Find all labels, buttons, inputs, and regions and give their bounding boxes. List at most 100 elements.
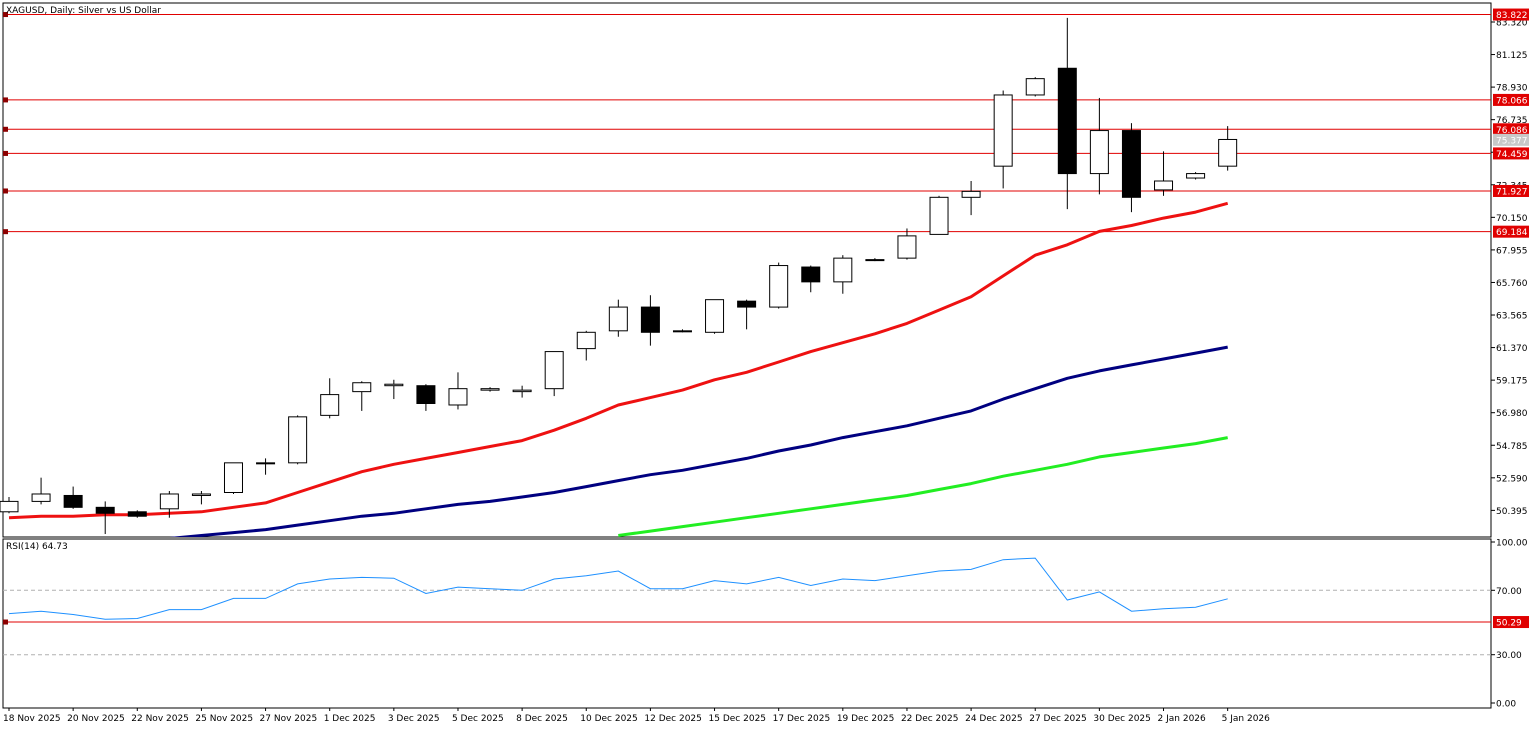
price-tick-label: 59.175 xyxy=(1496,377,1528,387)
price-levels xyxy=(3,12,1491,235)
candle-body-up xyxy=(1025,78,1045,96)
candle-body-up xyxy=(865,259,885,262)
level-handle xyxy=(3,229,8,235)
moving-average-line xyxy=(618,436,1228,537)
candle-body-down xyxy=(63,494,83,508)
current-price-label: 75.377 xyxy=(1496,136,1528,146)
level-tag-label: 69.184 xyxy=(1496,228,1528,238)
rsi-plot-frame xyxy=(2,538,1492,709)
candle-body-up xyxy=(159,493,179,510)
candle-body-up xyxy=(256,462,276,465)
moving-average-line xyxy=(169,345,1228,537)
rsi-tick-label: 30.00 xyxy=(1496,651,1522,661)
candle-body-up xyxy=(288,416,308,464)
candle-body-down xyxy=(801,266,821,283)
time-tick-label: 12 Dec 2025 xyxy=(644,714,702,724)
time-tick-label: 24 Dec 2025 xyxy=(965,714,1023,724)
time-tick-label: 18 Nov 2025 xyxy=(3,714,61,724)
level-tag-label: 71.927 xyxy=(1496,187,1528,197)
candle-body-up xyxy=(608,306,628,332)
price-tick-label: 76.735 xyxy=(1496,116,1528,126)
moving-averages xyxy=(8,201,1229,537)
candle-body-down xyxy=(416,385,436,405)
candle-body-up xyxy=(672,330,692,333)
time-tick-label: 30 Dec 2025 xyxy=(1093,714,1151,724)
candle-body-up xyxy=(512,389,532,393)
candle-body-up xyxy=(223,462,243,494)
rsi-tick-label: 70.00 xyxy=(1496,587,1522,597)
time-tick-label: 10 Dec 2025 xyxy=(580,714,638,724)
candle-body-up xyxy=(576,331,596,350)
candle-body-up xyxy=(993,94,1013,167)
price-tick-label: 56.980 xyxy=(1496,409,1528,419)
rsi-axis: 100.00 70.00 30.00 0.00 xyxy=(1491,539,1528,710)
price-tick-label: 83.320 xyxy=(1496,18,1528,28)
level-tag-bg xyxy=(1493,147,1529,160)
price-axis: 50.395 52.590 54.785 56.980 59.175 61.370 63.5… xyxy=(1491,18,1528,517)
chart-title: XAGUSD, Daily: Silver vs US Dollar xyxy=(6,6,161,16)
price-plot-frame xyxy=(2,2,1492,538)
candle-body-up xyxy=(769,265,789,308)
level-tag-bg xyxy=(1493,184,1529,197)
price-tick-label: 81.125 xyxy=(1496,51,1528,61)
time-tick-label: 1 Dec 2025 xyxy=(324,714,376,724)
time-tick-label: 22 Nov 2025 xyxy=(131,714,189,724)
candle-body-up xyxy=(929,196,949,235)
candle-body-up xyxy=(191,493,211,496)
candle-body-up xyxy=(1089,130,1109,175)
time-tick-label: 20 Nov 2025 xyxy=(67,714,125,724)
rsi-tick-label: 0.00 xyxy=(1496,700,1516,710)
price-tick-label: 63.565 xyxy=(1496,312,1528,322)
level-tag-bg xyxy=(1493,123,1529,136)
time-tick-label: 27 Nov 2025 xyxy=(260,714,318,724)
level-handle xyxy=(3,126,8,132)
rsi-level-tag-label: 50.29 xyxy=(1496,619,1522,629)
moving-average-line xyxy=(8,201,1229,520)
candle-body-down xyxy=(737,300,757,308)
time-tick-label: 19 Dec 2025 xyxy=(837,714,895,724)
time-tick-label: 22 Dec 2025 xyxy=(901,714,959,724)
candle-body-up xyxy=(1186,173,1206,179)
price-tick-label: 67.955 xyxy=(1496,246,1528,256)
candle-body-down xyxy=(1057,67,1077,175)
rsi-tick-label: 100.00 xyxy=(1496,539,1528,549)
candle-body-up xyxy=(897,235,917,259)
time-tick-label: 27 Dec 2025 xyxy=(1029,714,1087,724)
time-tick-label: 8 Dec 2025 xyxy=(516,714,568,724)
level-handle xyxy=(3,150,8,156)
level-handle xyxy=(3,12,8,18)
candle-body-up xyxy=(480,388,500,391)
candle-body-up xyxy=(320,394,340,416)
candle-body-up xyxy=(1218,138,1238,167)
time-tick-label: 3 Dec 2025 xyxy=(388,714,440,724)
candle-body-up xyxy=(0,500,19,513)
candle-body-up xyxy=(448,388,468,406)
time-tick-label: 15 Dec 2025 xyxy=(709,714,767,724)
candle-body-up xyxy=(833,257,853,283)
price-panel[interactable]: 50.395 52.590 54.785 56.980 59.175 61.370 63.5… xyxy=(0,2,1529,539)
level-tag-label: 78.066 xyxy=(1496,96,1528,106)
rsi-series-line xyxy=(8,557,1228,620)
candle-body-down xyxy=(95,506,115,514)
time-tick-label: 5 Dec 2025 xyxy=(452,714,504,724)
candle-body-up xyxy=(352,382,372,393)
rsi-level-tag-bg xyxy=(1493,616,1529,629)
candle-body-up xyxy=(544,351,564,390)
candles xyxy=(0,17,1238,535)
level-tag-label: 74.459 xyxy=(1496,150,1528,160)
candle-body-down xyxy=(1121,130,1141,198)
price-tick-label: 54.785 xyxy=(1496,442,1528,452)
level-handle xyxy=(3,97,8,103)
time-tick-label: 25 Nov 2025 xyxy=(195,714,253,724)
rsi-title: RSI(14) 64.73 xyxy=(6,542,68,552)
price-tick-label: 78.930 xyxy=(1496,84,1528,94)
candle-body-up xyxy=(961,190,981,198)
price-tick-label: 61.370 xyxy=(1496,344,1528,354)
candle-body-down xyxy=(127,511,147,517)
candle-body-down xyxy=(640,306,660,333)
rsi-line xyxy=(8,557,1228,620)
candle-body-up xyxy=(31,493,51,502)
level-tag-bg xyxy=(1493,225,1529,238)
rsi-panel[interactable]: 50.29 100.00 70.00 30.00 0.00 RSI(14) 64.73 xyxy=(2,538,1529,710)
